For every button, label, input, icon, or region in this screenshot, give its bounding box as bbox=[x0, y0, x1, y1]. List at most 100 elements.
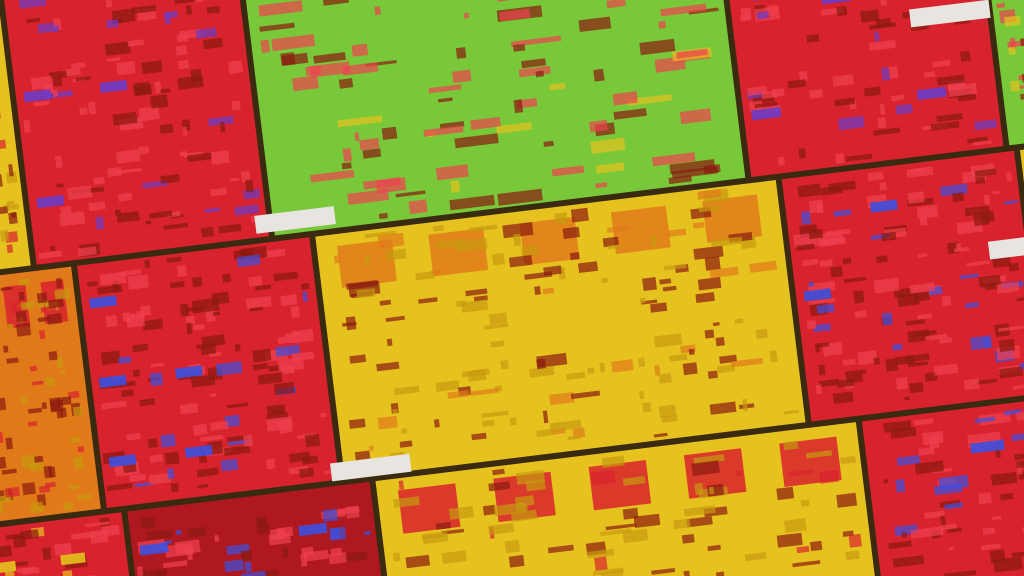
circuit-texture bbox=[126, 432, 141, 441]
circuit-texture bbox=[70, 531, 95, 540]
circuit-texture bbox=[534, 286, 541, 295]
circuit-texture bbox=[277, 335, 294, 345]
circuit-texture bbox=[29, 462, 44, 472]
circuit-texture bbox=[497, 188, 543, 206]
circuit-texture bbox=[910, 167, 924, 173]
circuit-texture bbox=[174, 0, 195, 5]
circuit-texture bbox=[381, 126, 398, 140]
purple-strip bbox=[751, 107, 782, 121]
circuit-texture bbox=[602, 236, 619, 248]
circuit-texture bbox=[222, 273, 231, 283]
circuit-texture bbox=[740, 7, 752, 21]
circuit-texture bbox=[1000, 492, 1014, 501]
circuit-texture bbox=[606, 0, 626, 9]
die-block bbox=[425, 337, 528, 464]
circuit-texture bbox=[90, 186, 105, 193]
circuit-texture bbox=[207, 115, 234, 127]
circuit-texture bbox=[709, 266, 739, 279]
circuit-texture bbox=[897, 292, 920, 307]
circuit-texture bbox=[240, 549, 253, 562]
circuit-texture bbox=[860, 9, 880, 23]
circuit-texture bbox=[998, 325, 1024, 332]
circuit-texture bbox=[819, 259, 833, 268]
die-block bbox=[27, 149, 113, 261]
circuit-texture bbox=[504, 539, 521, 554]
circuit-texture bbox=[708, 486, 715, 495]
circuit-texture bbox=[455, 237, 488, 253]
circuit-texture bbox=[435, 521, 451, 530]
circuit-texture bbox=[497, 0, 512, 2]
circuit-texture bbox=[873, 127, 901, 136]
circuit-texture bbox=[0, 286, 13, 292]
circuit-texture bbox=[1020, 38, 1024, 47]
circuit-texture bbox=[148, 210, 173, 219]
circuit-texture bbox=[75, 76, 91, 82]
circuit-texture bbox=[917, 313, 933, 320]
circuit-texture bbox=[62, 67, 81, 77]
circuit-texture bbox=[806, 450, 832, 459]
circuit-texture bbox=[881, 312, 893, 326]
circuit-texture bbox=[833, 209, 852, 217]
circuit-texture bbox=[199, 434, 224, 442]
circuit-texture bbox=[148, 472, 172, 485]
circuit-texture bbox=[819, 237, 847, 247]
circuit-texture bbox=[907, 191, 925, 204]
circuit-texture bbox=[7, 323, 14, 329]
circuit-texture bbox=[798, 148, 806, 159]
circuit-texture bbox=[271, 34, 316, 52]
circuit-texture bbox=[868, 22, 897, 30]
circuit-texture bbox=[514, 495, 535, 507]
circuit-texture bbox=[38, 485, 51, 494]
circuit-texture bbox=[806, 319, 817, 330]
circuit-texture bbox=[691, 460, 720, 476]
circuit-texture bbox=[107, 167, 123, 178]
circuit-texture bbox=[125, 313, 146, 328]
circuit-texture bbox=[662, 285, 677, 292]
circuit-texture bbox=[587, 548, 615, 559]
circuit-texture bbox=[697, 189, 722, 200]
purple-strip bbox=[916, 86, 947, 101]
circuit-texture bbox=[974, 119, 998, 131]
circuit-texture bbox=[123, 463, 137, 473]
circuit-texture bbox=[717, 364, 736, 374]
circuit-texture bbox=[273, 381, 295, 396]
circuit-texture bbox=[881, 67, 891, 81]
circuit-texture bbox=[549, 392, 575, 406]
circuit-texture bbox=[241, 570, 268, 576]
die-block bbox=[211, 496, 297, 576]
circuit-texture bbox=[131, 4, 156, 15]
circuit-texture bbox=[364, 230, 397, 239]
circuit-texture bbox=[29, 501, 44, 514]
circuit-texture bbox=[711, 236, 743, 248]
circuit-texture bbox=[118, 356, 132, 364]
circuit-texture bbox=[992, 556, 1023, 573]
circuit-texture bbox=[60, 205, 72, 215]
circuit-texture bbox=[15, 310, 28, 323]
purple-strip bbox=[970, 439, 1005, 454]
die-block bbox=[681, 562, 775, 576]
circuit-texture bbox=[167, 468, 175, 479]
circuit-texture bbox=[282, 546, 289, 559]
circuit-texture bbox=[888, 66, 899, 79]
circuit-texture bbox=[873, 31, 880, 42]
circuit-texture bbox=[1010, 80, 1020, 92]
circuit-texture bbox=[600, 528, 632, 537]
circuit-texture bbox=[342, 62, 379, 76]
circuit-texture bbox=[917, 253, 928, 258]
circuit-texture bbox=[907, 361, 928, 368]
circuit-texture bbox=[694, 482, 704, 496]
circuit-texture bbox=[651, 568, 676, 575]
die-block bbox=[0, 48, 7, 104]
circuit-texture bbox=[659, 278, 672, 285]
circuit-texture bbox=[676, 48, 708, 59]
circuit-texture bbox=[76, 493, 92, 501]
circuit-texture bbox=[408, 199, 428, 215]
circuit-texture bbox=[196, 342, 217, 350]
circuit-texture bbox=[535, 70, 544, 78]
circuit-texture bbox=[100, 400, 127, 410]
circuit-texture bbox=[57, 396, 72, 406]
circuit-texture bbox=[210, 187, 227, 197]
circuit-texture bbox=[87, 101, 97, 115]
circuit-texture bbox=[179, 403, 199, 415]
